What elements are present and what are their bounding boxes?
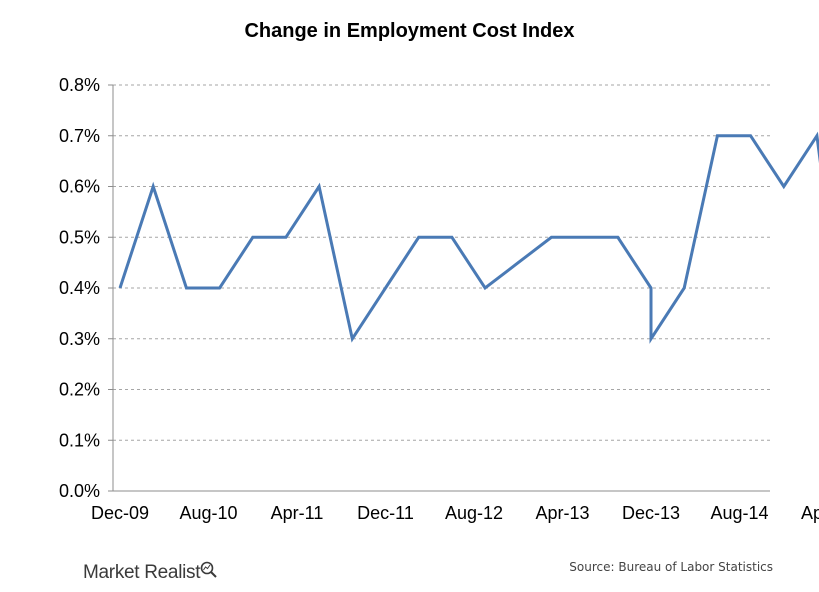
x-tick-label: Aug-10: [179, 503, 237, 523]
series-layer: [118, 131, 819, 344]
x-tick-label: Apr-13: [535, 503, 589, 523]
y-tick-label: 0.4%: [59, 278, 100, 298]
x-axis-ticks: Dec-09 Aug-10 Apr-11 Dec-11 Aug-12 Apr-13 Dec-…: [91, 503, 819, 523]
brand-logo-text: Market Realist: [83, 562, 201, 583]
y-tick-label: 0.8%: [59, 75, 100, 95]
y-tick-label: 0.3%: [59, 329, 100, 349]
y-tick-label: 0.2%: [59, 380, 100, 400]
y-tick-label: 0.5%: [59, 227, 100, 247]
grid-lines: [113, 84, 770, 441]
x-tick-label: Dec-13: [622, 503, 680, 523]
x-tick-label: Dec-09: [91, 503, 149, 523]
x-tick-label: Apr-11: [271, 503, 324, 523]
x-tick-label: Dec-11: [357, 503, 414, 523]
y-tick-label: 0.7%: [59, 126, 100, 146]
axes: [108, 84, 770, 492]
chart-title: Change in Employment Cost Index: [244, 20, 575, 42]
y-tick-label: 0.0%: [59, 481, 100, 501]
y-tick-label: 0.1%: [59, 430, 100, 450]
magnifier-chart-icon: [200, 561, 217, 578]
series-line: [118, 131, 819, 344]
x-tick-label: Aug-12: [445, 503, 503, 523]
x-tick-label: Aug-14: [710, 503, 768, 523]
y-tick-label: 0.6%: [59, 177, 100, 197]
y-axis-ticks: 0.0% 0.1% 0.2% 0.3% 0.4% 0.5% 0.6% 0.7% 0.8%: [59, 75, 100, 501]
x-tick-label: Apr-15: [801, 503, 819, 523]
source-note: Source: Bureau of Labor Statistics: [569, 560, 773, 574]
